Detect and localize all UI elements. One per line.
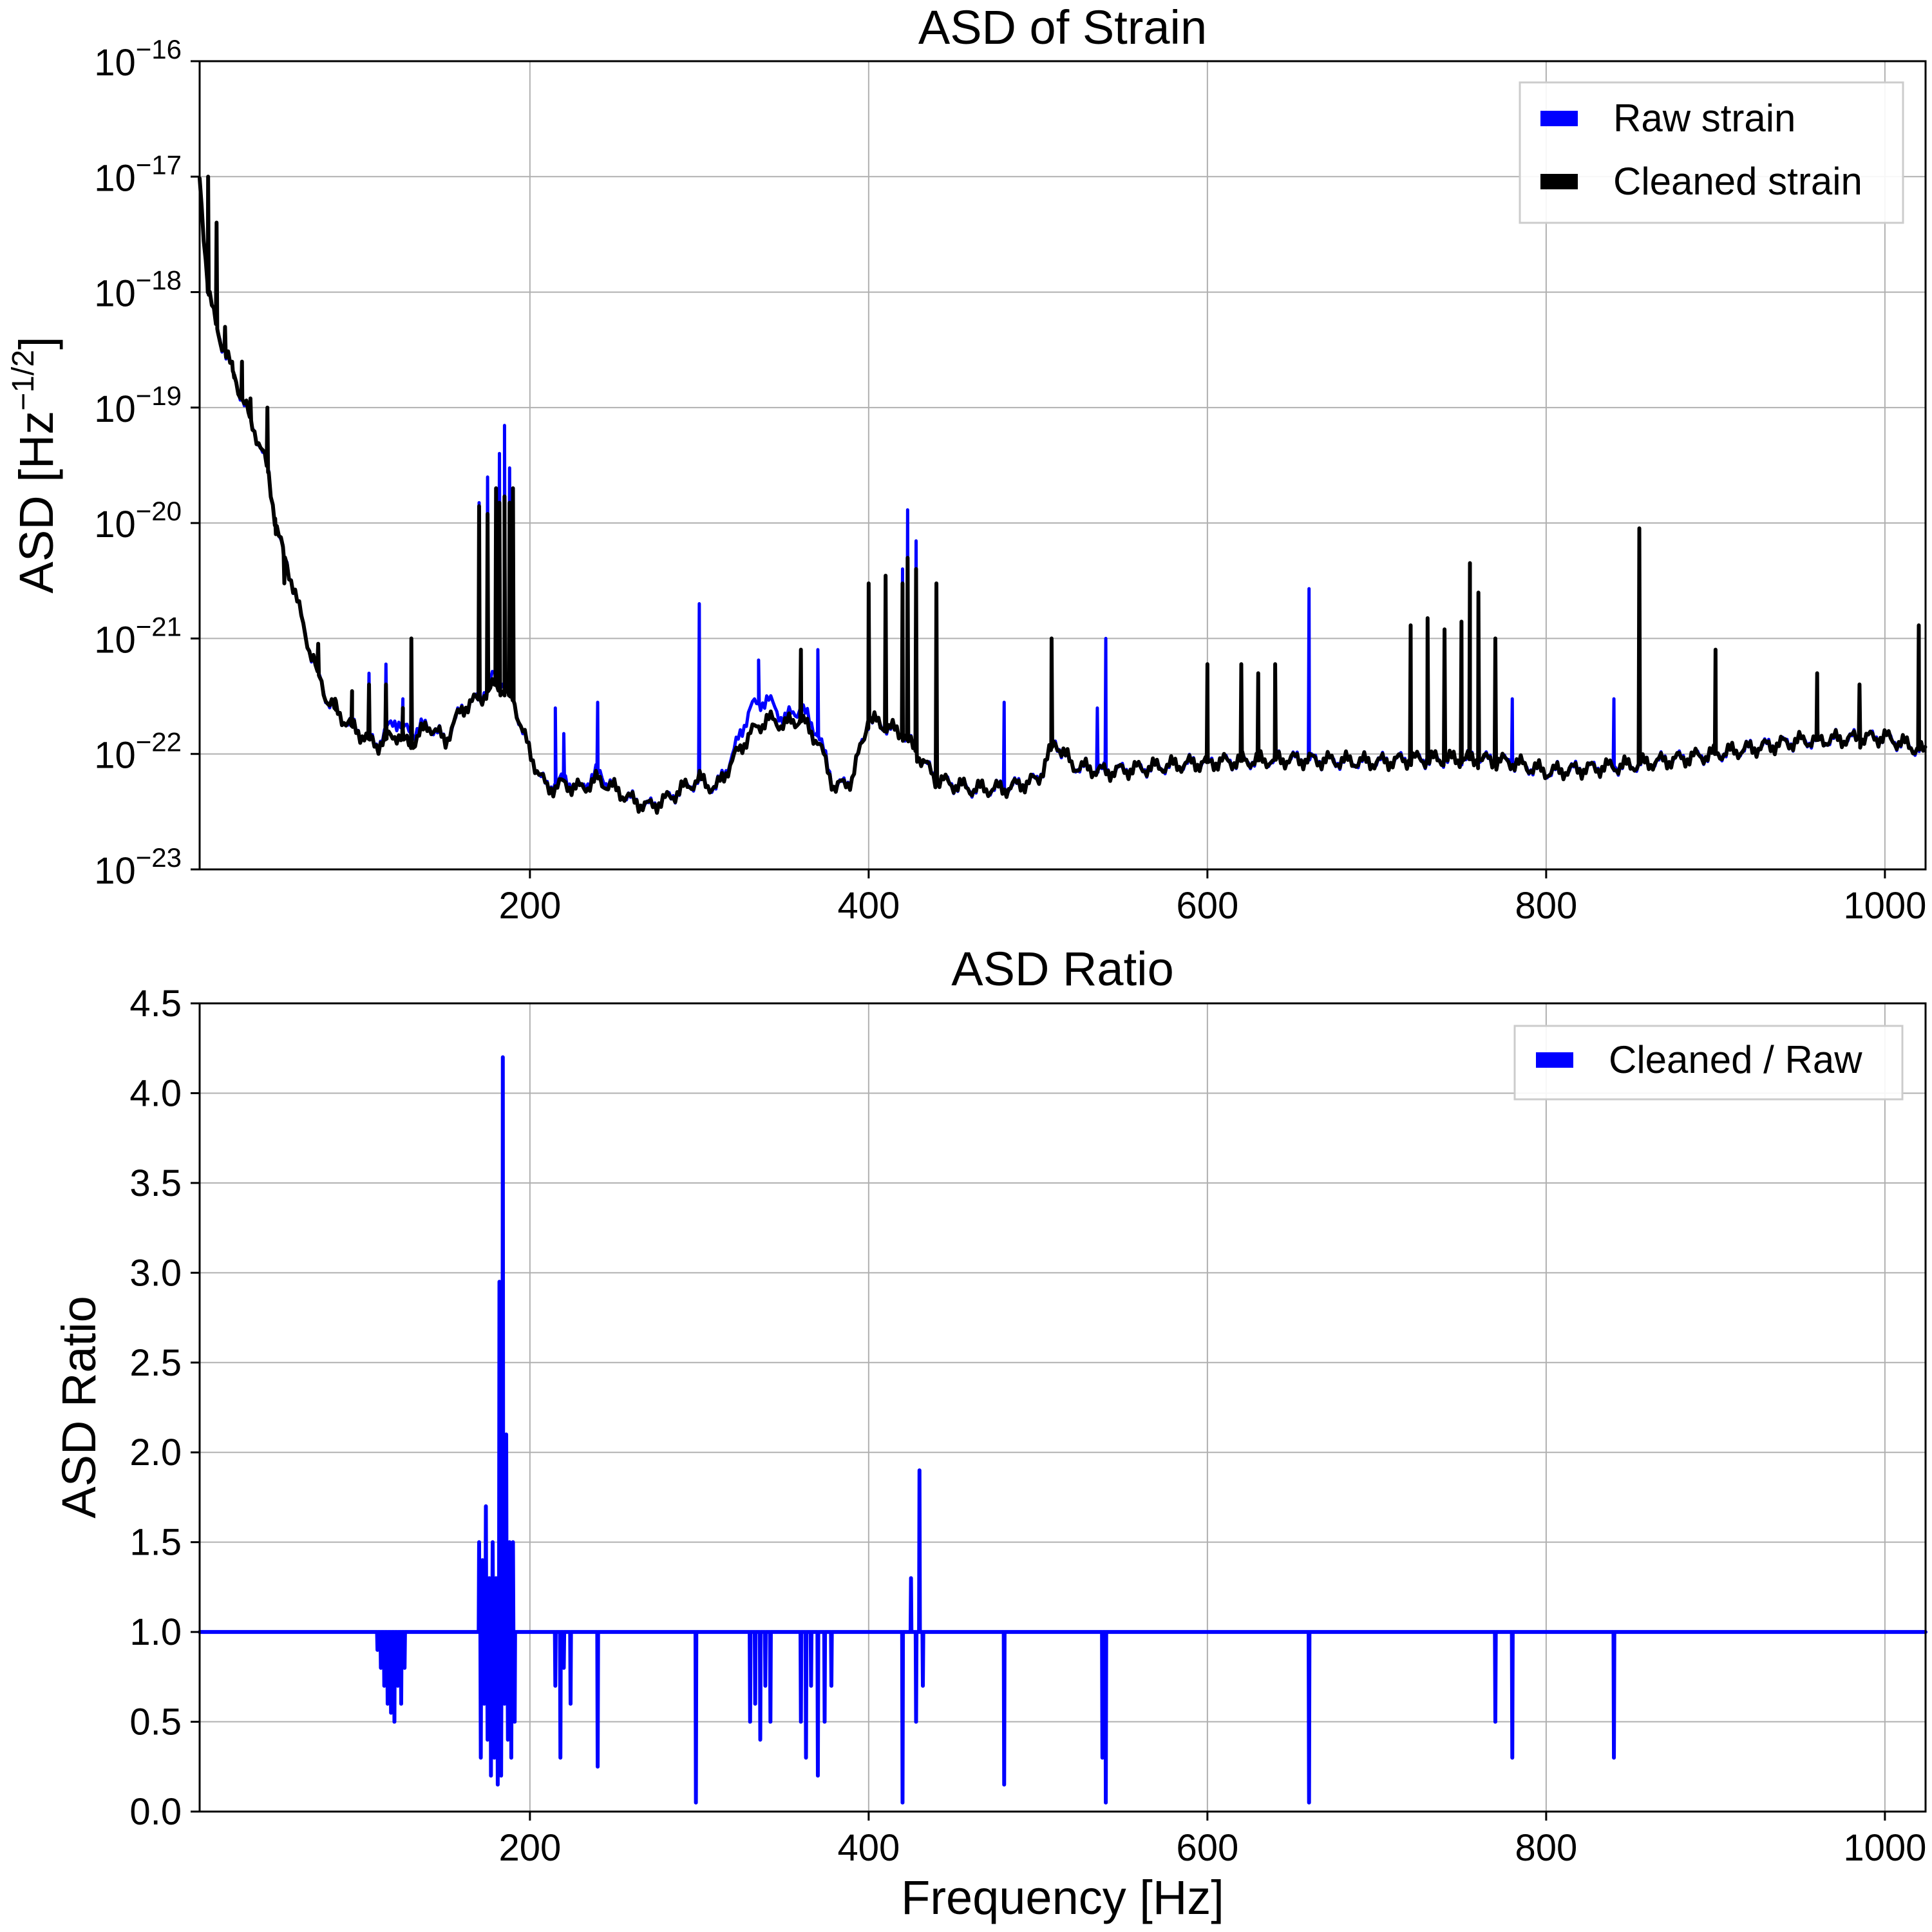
- y-tick-label: 10−22: [94, 727, 182, 777]
- x-tick-label: 600: [1176, 1827, 1238, 1869]
- y-tick-label: 3.5: [129, 1162, 182, 1204]
- top-axes-frame: [198, 60, 1927, 871]
- bottom-chart-title: ASD Ratio: [951, 942, 1173, 996]
- y-tick-label: 3.0: [129, 1252, 182, 1294]
- y-tick-label: 10−23: [94, 842, 182, 892]
- y-tick-label: 10−19: [94, 381, 182, 430]
- asd-ratio-panel: 0.0 0.5 1.0 1.5 2.0 2.5 3.0 3.5 4.0 4.5 200 400 600…: [52, 942, 1927, 1924]
- x-tick-label: 400: [837, 1827, 900, 1869]
- strain-asd-panel: 10−1610−1710−1810−1910−2010−2110−2210−23…: [6, 1, 1927, 927]
- y-tick-label-base: 10: [94, 850, 136, 892]
- bottom-x-tick-labels: 200 400 600 800 1000: [498, 1827, 1926, 1869]
- y-tick-label: 1.0: [129, 1611, 182, 1653]
- y-tick-label: 10−17: [94, 149, 182, 199]
- x-tick-label: 400: [837, 885, 900, 927]
- y-tick-label-exponent: −19: [136, 381, 182, 411]
- series-line-cleaned-over-raw: [198, 1055, 1927, 1805]
- top-y-axis-label-exponent: −1/2: [6, 350, 41, 411]
- top-legend-box: [1519, 81, 1904, 224]
- y-tick-label-base: 10: [94, 42, 136, 84]
- bottom-legend-box: [1513, 1025, 1904, 1101]
- y-tick-label-base: 10: [94, 619, 136, 661]
- y-tick-label: 2.0: [129, 1432, 182, 1473]
- y-tick-label: 4.5: [129, 983, 182, 1025]
- legend-swatch-raw-strain: [1540, 111, 1578, 126]
- y-tick-label: 10−16: [94, 34, 182, 84]
- legend-label-cleaned-strain: Cleaned strain: [1613, 160, 1862, 203]
- top-y-axis-label-main: ASD [Hz: [10, 411, 63, 594]
- y-tick-label-base: 10: [94, 388, 136, 430]
- y-tick-label: 0.5: [129, 1701, 182, 1743]
- y-tick-label-exponent: −23: [136, 842, 182, 873]
- y-tick-label: 10−18: [94, 265, 182, 315]
- top-series-group: [198, 175, 1927, 815]
- top-chart-title: ASD of Strain: [918, 1, 1207, 54]
- bottom-y-tick-labels: 0.0 0.5 1.0 1.5 2.0 2.5 3.0 3.5 4.0 4.5: [129, 983, 182, 1833]
- legend-label-cleaned-over-raw: Cleaned / Raw: [1609, 1038, 1862, 1081]
- legend-swatch-cleaned-over-raw: [1536, 1052, 1573, 1068]
- y-tick-label: 10−20: [94, 496, 182, 545]
- y-tick-label-exponent: −17: [136, 149, 182, 180]
- series-line-cleaned-strain: [198, 175, 1927, 815]
- y-tick-label: 1.5: [129, 1522, 182, 1564]
- y-tick-label: 4.0: [129, 1072, 182, 1114]
- y-tick-label-exponent: −18: [136, 265, 182, 296]
- bottom-grid: [200, 1003, 1926, 1812]
- top-y-axis-label-end: ]: [10, 336, 63, 350]
- y-tick-label-base: 10: [94, 157, 136, 199]
- top-tick-marks: [191, 60, 1886, 878]
- y-tick-label: 2.5: [129, 1342, 182, 1384]
- y-tick-label: 0.0: [129, 1791, 182, 1833]
- x-tick-label: 800: [1515, 885, 1577, 927]
- y-tick-label-exponent: −16: [136, 34, 182, 64]
- y-tick-label-exponent: −21: [136, 611, 182, 641]
- y-tick-label-base: 10: [94, 273, 136, 315]
- y-tick-label-base: 10: [94, 504, 136, 545]
- top-x-tick-labels: 200 400 600 800 1000: [498, 885, 1926, 927]
- y-tick-label-exponent: −20: [136, 496, 182, 526]
- x-tick-label: 200: [498, 885, 561, 927]
- y-tick-label-base: 10: [94, 735, 136, 777]
- top-legend: Raw strain Cleaned strain: [1519, 81, 1904, 224]
- y-tick-label: 10−21: [94, 611, 182, 661]
- x-tick-label: 600: [1176, 885, 1238, 927]
- x-tick-label: 800: [1515, 1827, 1577, 1869]
- bottom-series-group: [198, 1055, 1927, 1805]
- x-tick-label: 1000: [1843, 1827, 1926, 1869]
- x-tick-label: 200: [498, 1827, 561, 1869]
- bottom-legend: Cleaned / Raw: [1513, 1025, 1904, 1101]
- legend-label-raw-strain: Raw strain: [1613, 97, 1795, 140]
- bottom-x-axis-label: Frequency [Hz]: [901, 1871, 1224, 1924]
- bottom-y-axis-label: ASD Ratio: [52, 1296, 106, 1518]
- bottom-axes-frame: [198, 1002, 1927, 1813]
- legend-swatch-cleaned-strain: [1540, 174, 1578, 189]
- y-tick-label-exponent: −22: [136, 727, 182, 757]
- bottom-tick-marks: [191, 1002, 1886, 1821]
- x-tick-label: 1000: [1843, 885, 1926, 927]
- top-y-axis-label: ASD [Hz−1/2]: [6, 336, 63, 593]
